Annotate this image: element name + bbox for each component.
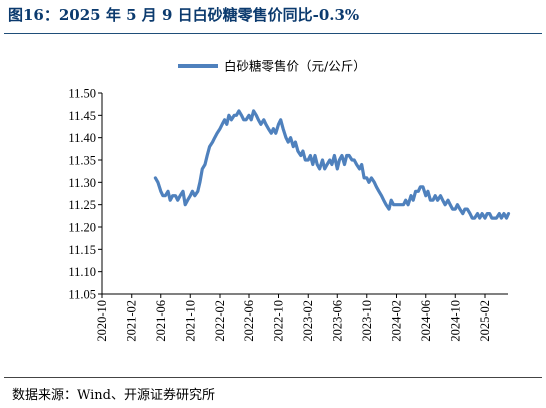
x-tick-label: 2023-10 xyxy=(360,300,374,342)
y-tick-label: 11.25 xyxy=(68,198,96,212)
x-tick-label: 2024-02 xyxy=(390,300,404,342)
chart-title: 图16：2025 年 5 月 9 日白砂糖零售价同比-0.3% xyxy=(8,6,360,24)
x-tick-label: 2021-02 xyxy=(125,300,139,342)
title-divider xyxy=(4,33,542,34)
series-line xyxy=(153,109,511,220)
x-tick-label: 2021-06 xyxy=(154,300,168,342)
y-tick-label: 11.35 xyxy=(68,154,96,168)
y-tick-label: 11.30 xyxy=(68,176,96,190)
axes: 11.05 11.10 11.15 11.20 11.25 11.30 11.35 11.40… xyxy=(68,87,508,342)
x-tick-label: 2021-10 xyxy=(183,300,197,342)
legend: 白砂糖零售价（元/公斤） xyxy=(178,59,366,74)
footer-divider xyxy=(4,377,542,378)
y-tick-label: 11.40 xyxy=(68,131,96,145)
y-tick-label: 11.45 xyxy=(68,109,96,123)
data-source: 数据来源：Wind、开源证券研究所 xyxy=(12,388,215,403)
x-tick-label: 2025-02 xyxy=(478,300,492,342)
y-tick-label: 11.15 xyxy=(68,243,96,257)
x-tick-label: 2024-06 xyxy=(419,300,433,342)
y-tick-label: 11.20 xyxy=(68,221,96,235)
legend-label: 白砂糖零售价（元/公斤） xyxy=(224,59,366,74)
x-tick-label: 2023-06 xyxy=(330,300,344,342)
y-tick-label: 11.10 xyxy=(68,265,96,279)
series-group xyxy=(153,109,511,220)
y-tick-label: 11.05 xyxy=(68,288,96,302)
x-tick-label: 2024-10 xyxy=(448,300,462,342)
x-tick-label: 2022-06 xyxy=(242,300,256,342)
y-tick-label: 11.50 xyxy=(68,87,96,101)
x-tick-label: 2020-10 xyxy=(95,300,109,342)
x-tick-label: 2022-02 xyxy=(213,300,227,342)
x-tick-label: 2023-02 xyxy=(301,300,315,342)
x-tick-label: 2022-10 xyxy=(272,300,286,342)
